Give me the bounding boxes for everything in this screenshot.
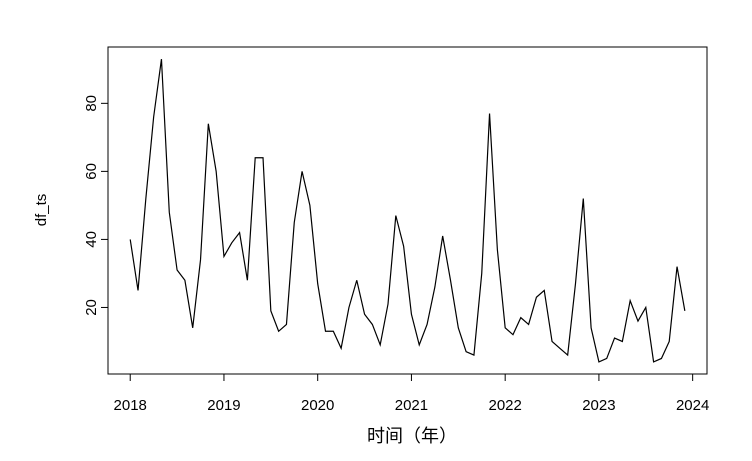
y-tick-label: 20 bbox=[83, 299, 100, 316]
y-tick-label: 60 bbox=[83, 163, 100, 180]
x-tick-label: 2020 bbox=[301, 397, 334, 414]
plot-frame bbox=[107, 46, 708, 375]
x-tick-label: 2018 bbox=[114, 397, 147, 414]
y-axis-label: df_ts bbox=[33, 194, 50, 227]
x-tick-label: 2023 bbox=[582, 397, 615, 414]
y-tick-label: 80 bbox=[83, 95, 100, 112]
y-tick-label: 40 bbox=[83, 231, 100, 248]
x-tick-label: 2022 bbox=[488, 397, 521, 414]
data-line bbox=[129, 59, 686, 363]
x-tick-label: 2021 bbox=[395, 397, 428, 414]
x-tick-label: 2019 bbox=[207, 397, 240, 414]
x-axis-label: 时间（年） bbox=[367, 426, 457, 446]
x-tick-label: 2024 bbox=[676, 397, 709, 414]
